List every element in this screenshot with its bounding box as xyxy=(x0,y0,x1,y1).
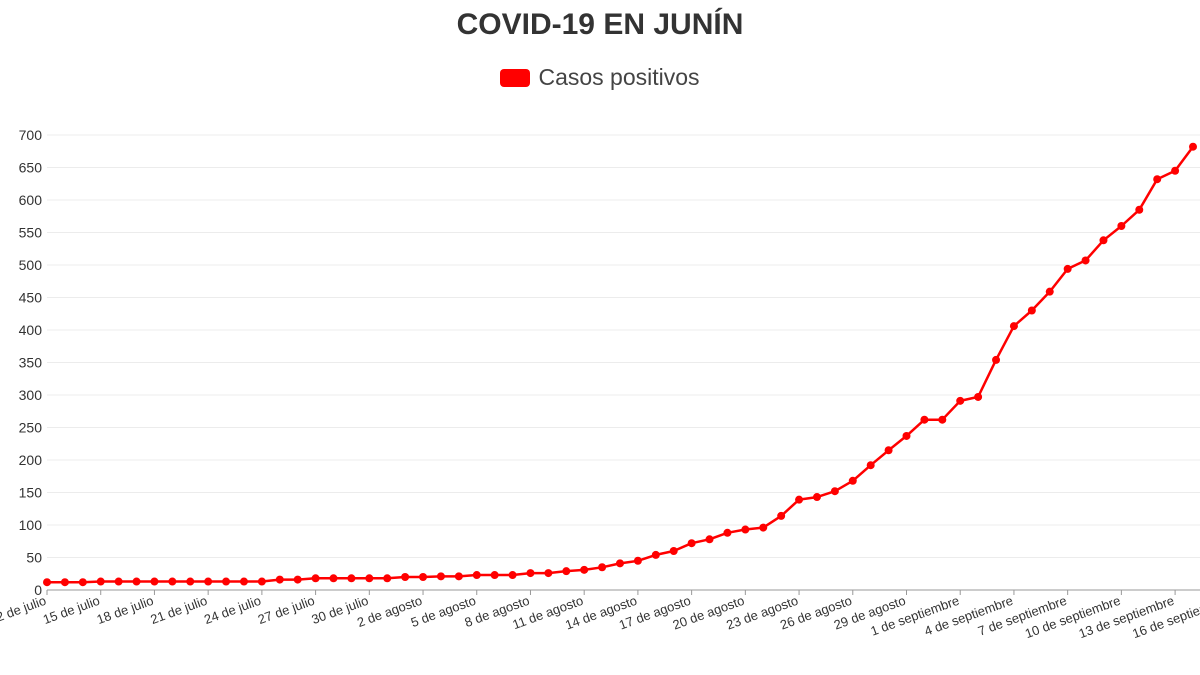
data-point[interactable] xyxy=(956,396,965,405)
data-point[interactable] xyxy=(132,577,141,586)
data-point[interactable] xyxy=(830,487,839,496)
data-point[interactable] xyxy=(150,577,159,586)
data-point[interactable] xyxy=(508,571,517,580)
data-point[interactable] xyxy=(383,574,392,583)
legend: Casos positivos xyxy=(0,64,1200,91)
data-point[interactable] xyxy=(812,493,821,502)
data-point[interactable] xyxy=(1045,287,1054,296)
data-point[interactable] xyxy=(616,559,624,568)
data-point[interactable] xyxy=(992,355,1001,364)
data-point[interactable] xyxy=(544,569,553,578)
data-point[interactable] xyxy=(60,578,69,587)
data-point[interactable] xyxy=(347,574,356,583)
data-point[interactable] xyxy=(239,577,248,586)
data-point[interactable] xyxy=(1135,205,1144,214)
data-point[interactable] xyxy=(436,572,445,581)
y-tick-label: 100 xyxy=(19,517,43,533)
x-tick-label: 24 de julio xyxy=(202,593,263,627)
data-point[interactable] xyxy=(43,578,51,587)
x-tick-label: 18 de julio xyxy=(95,593,156,627)
data-point[interactable] xyxy=(669,547,678,555)
data-point[interactable] xyxy=(1027,306,1036,315)
y-tick-label: 600 xyxy=(19,192,43,208)
data-point[interactable] xyxy=(580,565,589,574)
y-tick-label: 200 xyxy=(19,452,43,468)
y-tick-label: 50 xyxy=(26,550,42,566)
data-point[interactable] xyxy=(633,556,642,565)
data-point[interactable] xyxy=(1153,175,1162,184)
series-line xyxy=(47,145,1195,584)
y-tick-label: 250 xyxy=(19,420,43,436)
data-point[interactable] xyxy=(1171,166,1180,175)
y-tick-label: 500 xyxy=(19,257,43,273)
data-point[interactable] xyxy=(938,415,947,424)
data-point[interactable] xyxy=(275,575,284,584)
data-point[interactable] xyxy=(419,573,428,581)
y-tick-label: 300 xyxy=(19,387,43,403)
chart-title: COVID-19 EN JUNÍN xyxy=(456,8,744,41)
x-tick-label: 27 de julio xyxy=(256,593,317,627)
y-tick-label: 700 xyxy=(19,127,43,143)
data-point[interactable] xyxy=(651,550,660,559)
data-point[interactable] xyxy=(1189,142,1197,151)
data-point[interactable] xyxy=(687,539,696,548)
data-point[interactable] xyxy=(741,525,750,534)
data-point[interactable] xyxy=(365,574,374,583)
data-point[interactable] xyxy=(777,511,786,520)
data-point[interactable] xyxy=(723,528,732,537)
y-tick-label: 450 xyxy=(19,290,43,306)
y-axis: 0 50 100 150 200 250 300 350 400 450 500 550 600 650 7… xyxy=(19,127,43,598)
data-point[interactable] xyxy=(526,569,535,578)
data-point[interactable] xyxy=(1009,322,1018,331)
data-point[interactable] xyxy=(186,577,195,586)
data-point[interactable] xyxy=(204,577,213,586)
series-casos-positivos xyxy=(43,142,1197,587)
data-point[interactable] xyxy=(759,523,768,532)
data-point[interactable] xyxy=(490,571,499,580)
data-point[interactable] xyxy=(598,563,607,572)
y-tick-label: 350 xyxy=(19,355,43,371)
data-point[interactable] xyxy=(866,461,875,470)
y-tick-label: 650 xyxy=(19,160,43,176)
y-tick-label: 150 xyxy=(19,485,43,501)
data-point[interactable] xyxy=(472,571,481,580)
data-point[interactable] xyxy=(401,573,410,581)
data-point[interactable] xyxy=(78,578,87,587)
data-point[interactable] xyxy=(795,495,804,504)
x-tick-label: 21 de julio xyxy=(148,593,209,627)
data-point[interactable] xyxy=(1117,222,1126,230)
data-point[interactable] xyxy=(884,446,893,455)
y-tick-label: 0 xyxy=(34,582,42,598)
data-point[interactable] xyxy=(454,572,463,581)
data-point[interactable] xyxy=(257,577,266,586)
data-point[interactable] xyxy=(114,577,123,586)
data-point[interactable] xyxy=(902,431,911,440)
x-tick-label: 12 de julio xyxy=(0,593,48,627)
x-tick-label: 15 de julio xyxy=(41,593,102,627)
data-point[interactable] xyxy=(96,577,105,586)
legend-swatch[interactable] xyxy=(500,68,531,87)
data-point[interactable] xyxy=(222,577,231,586)
legend-label: Casos positivos xyxy=(538,64,700,90)
data-point[interactable] xyxy=(920,415,929,424)
data-point[interactable] xyxy=(562,567,571,576)
y-tick-label: 550 xyxy=(19,225,43,241)
y-tick-label: 400 xyxy=(19,322,43,338)
data-point[interactable] xyxy=(974,392,983,401)
data-point[interactable] xyxy=(311,574,320,583)
data-point[interactable] xyxy=(1099,236,1108,245)
data-point[interactable] xyxy=(168,577,177,586)
data-point[interactable] xyxy=(1063,264,1072,273)
data-point[interactable] xyxy=(329,574,338,583)
data-point[interactable] xyxy=(293,575,302,584)
data-point[interactable] xyxy=(848,476,857,485)
grid-lines xyxy=(47,134,1200,591)
data-point[interactable] xyxy=(1081,256,1090,265)
data-point[interactable] xyxy=(705,535,714,544)
